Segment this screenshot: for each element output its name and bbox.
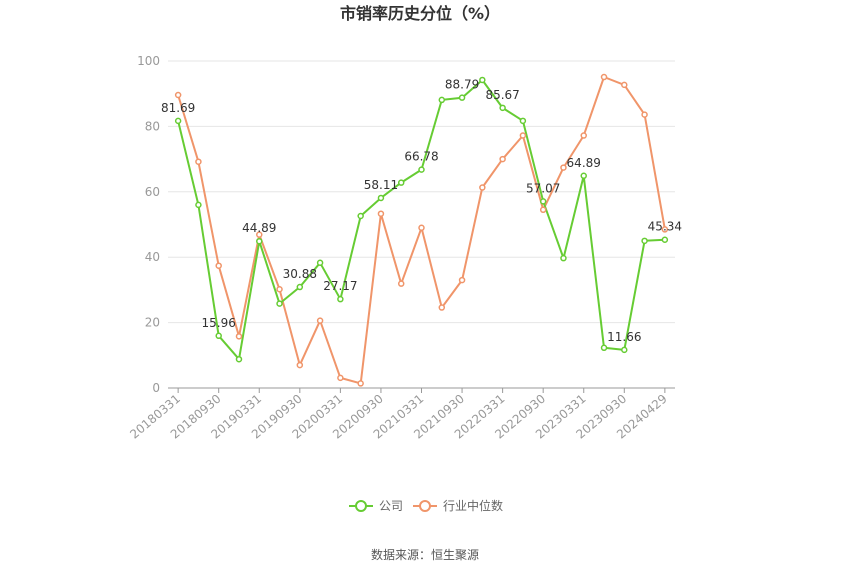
data-label: 44.89 [242,221,276,235]
data-point[interactable] [418,166,425,173]
data-point[interactable] [337,295,344,303]
data-point[interactable] [235,355,243,363]
y-tick-label: 80 [145,119,160,133]
chart-title: 市销率历史分位（%） [340,4,500,23]
legend-label-industry-median: 行业中位数 [443,498,503,513]
data-point[interactable] [256,237,263,245]
data-point[interactable] [337,374,344,382]
data-label: 85.67 [485,88,519,102]
legend-item-company[interactable]: 公司 [349,499,403,513]
data-label: 45.34 [648,220,682,234]
y-tick-label: 0 [152,381,160,395]
data-point[interactable] [357,212,364,220]
y-tick-label: 40 [145,250,160,264]
data-point[interactable] [418,224,425,232]
y-axis: 0 20 40 60 80 100 [137,54,160,395]
data-point[interactable] [580,172,587,180]
data-source: 数据来源：恒生聚源 [371,547,479,562]
y-tick-label: 100 [137,54,160,68]
legend-label-company: 公司 [379,499,403,513]
data-point[interactable] [560,164,567,171]
data-point[interactable] [539,198,547,205]
data-point[interactable] [458,276,466,284]
data-point[interactable] [316,317,324,324]
data-point[interactable] [276,300,283,307]
data-point[interactable] [641,111,648,118]
data-point[interactable] [621,346,628,354]
data-point[interactable] [458,94,466,101]
data-point[interactable] [621,81,628,89]
data-point[interactable] [256,231,263,238]
data-point[interactable] [235,333,243,340]
data-point[interactable] [215,332,222,340]
data-point[interactable] [539,206,547,214]
y-tick-label: 20 [145,316,160,330]
data-point[interactable] [479,184,486,191]
data-point[interactable] [397,280,405,287]
data-point[interactable] [438,304,446,311]
data-point[interactable] [397,179,405,186]
data-label: 30.88 [283,267,317,281]
grid-lines [168,60,675,324]
data-labels: 81.69 15.96 44.89 30.88 27.17 58.11 66.78 88.79… [161,78,682,344]
data-point[interactable] [174,117,182,125]
data-point[interactable] [661,226,669,233]
data-point[interactable] [438,96,446,104]
data-label: 27.17 [323,279,357,293]
data-point[interactable] [195,158,202,165]
data-point[interactable] [499,104,506,112]
data-point[interactable] [195,201,202,209]
data-point[interactable] [377,194,385,202]
data-point[interactable] [600,73,608,81]
data-point[interactable] [377,210,385,217]
data-point[interactable] [560,254,567,262]
data-label: 57.07 [526,181,560,195]
x-axis: 2018033120180930201903312019093020200331… [127,387,675,442]
data-point[interactable] [499,155,506,163]
data-point[interactable] [215,262,222,269]
data-point[interactable] [174,91,182,99]
data-point[interactable] [661,236,669,243]
data-label: 66.78 [404,150,438,164]
data-label: 15.96 [202,316,236,330]
data-label: 11.66 [607,330,641,344]
data-point[interactable] [519,132,527,139]
data-point[interactable] [641,237,648,245]
y-tick-label: 60 [145,185,160,199]
legend: 公司 行业中位数 [349,498,503,513]
data-label: 64.89 [567,156,601,170]
data-label: 58.11 [364,178,398,192]
data-point[interactable] [357,380,364,387]
data-points [174,73,669,387]
data-point[interactable] [296,361,304,369]
data-point[interactable] [479,76,486,84]
data-label: 88.79 [445,78,479,92]
data-label: 81.69 [161,101,195,115]
data-point[interactable] [600,344,608,352]
data-point[interactable] [316,259,324,267]
data-point[interactable] [519,117,527,125]
legend-item-industry-median[interactable]: 行业中位数 [413,498,503,513]
data-point[interactable] [580,132,587,139]
data-point[interactable] [296,283,304,291]
series-line-0 [177,79,665,361]
data-point[interactable] [276,285,283,293]
